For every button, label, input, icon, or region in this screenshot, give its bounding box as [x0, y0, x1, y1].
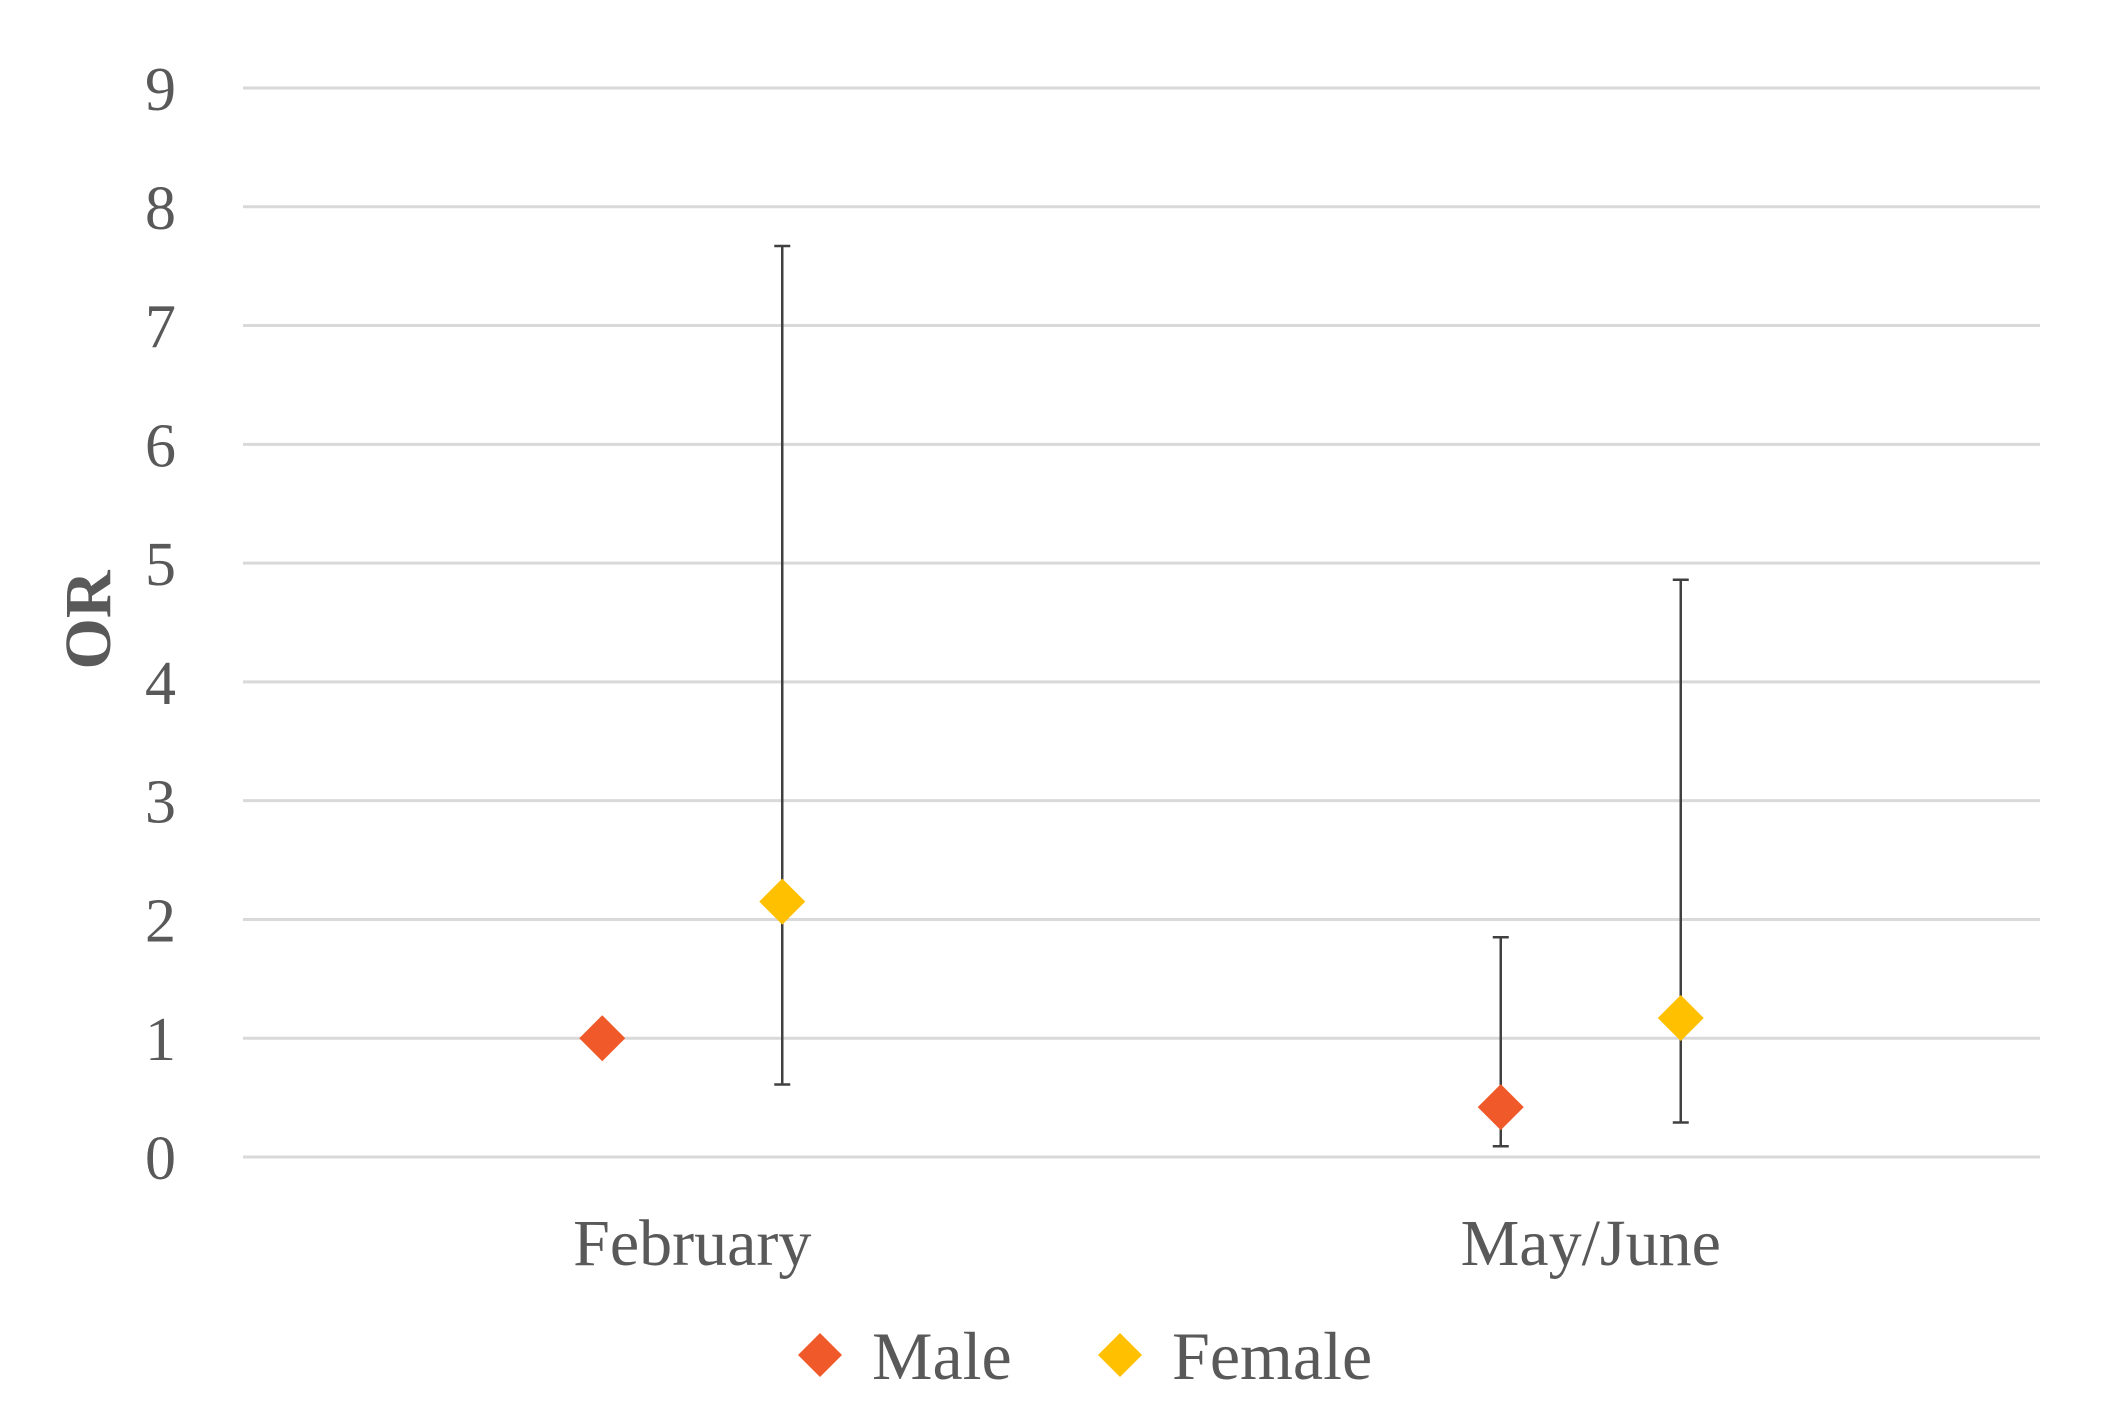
point-male [1477, 1084, 1524, 1131]
error-bars [774, 244, 1689, 1148]
y-tick-label: 0 [145, 1125, 176, 1193]
y-tick-label: 2 [145, 887, 176, 955]
x-category-label: May/June [1461, 1207, 1721, 1280]
y-tick-label: 4 [145, 650, 176, 718]
y-axis-title: OR [52, 569, 125, 669]
y-tick-label: 9 [145, 56, 176, 124]
y-tick-label: 6 [145, 412, 176, 480]
x-category-labels: February May/June [573, 1207, 1721, 1280]
legend-item-female: Female [1098, 1318, 1372, 1394]
point-female [1657, 995, 1704, 1042]
point-female [759, 878, 806, 925]
y-tick-label: 5 [145, 531, 176, 599]
legend-marker-male [798, 1333, 842, 1377]
legend-marker-female [1098, 1333, 1142, 1377]
legend-label: Male [872, 1318, 1012, 1394]
data-points [579, 878, 1704, 1131]
y-tick-label: 7 [145, 294, 176, 362]
y-tick-label: 1 [145, 1006, 176, 1074]
error-bar-female [774, 244, 791, 1086]
y-tick-label: 8 [145, 175, 176, 243]
y-tick-labels: 0 1 2 3 4 5 6 7 8 9 [145, 56, 176, 1193]
error-bar-female [1672, 578, 1689, 1124]
gridlines [243, 86, 2040, 1159]
legend-item-male: Male [798, 1318, 1012, 1394]
legend: Male Female [798, 1318, 1372, 1394]
y-tick-label: 3 [145, 769, 176, 837]
point-male [579, 1015, 626, 1062]
legend-label: Female [1172, 1318, 1372, 1394]
x-category-label: February [573, 1207, 811, 1280]
